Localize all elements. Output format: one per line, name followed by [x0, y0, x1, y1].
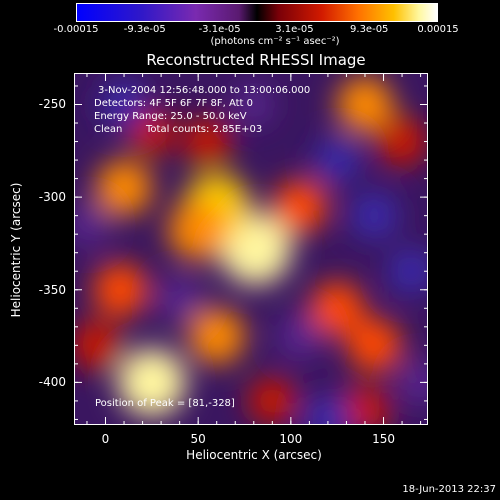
y-tick-label: -350	[38, 282, 66, 297]
emission-source	[310, 281, 365, 336]
y-tick-label: -250	[38, 97, 66, 112]
emission-source	[93, 262, 148, 317]
colorbar-tick-label: 0.00015	[417, 24, 459, 35]
emission-source	[377, 116, 428, 167]
colorbar-tick-label: -0.00015	[53, 24, 99, 35]
emission-source	[273, 179, 328, 234]
annotation-clean: Clean	[94, 124, 123, 135]
colorbar-tick-label: -3.1e-05	[198, 24, 241, 35]
emission-source	[350, 191, 399, 240]
emission-source	[234, 85, 274, 124]
emission-source	[101, 81, 148, 128]
x-tick-label: 50	[190, 432, 206, 446]
emission-source	[347, 318, 402, 373]
emission-source	[314, 137, 361, 184]
colorbar-tick-label: 3.1e-05	[275, 24, 314, 35]
x-tick-label: 150	[372, 432, 395, 446]
emission-source	[158, 277, 201, 321]
emission-source	[399, 361, 428, 404]
colorbar	[76, 3, 438, 22]
emission-source	[188, 308, 245, 365]
emission-source	[117, 348, 186, 417]
emission-source	[168, 200, 229, 261]
colorbar-tick-label: -9.3e-05	[123, 24, 166, 35]
colorbar-units: (photons cm⁻² s⁻¹ asec⁻²)	[210, 36, 340, 47]
emission-source	[339, 385, 390, 425]
colorbar-tick-label: 9.3e-05	[350, 24, 389, 35]
emission-source	[74, 320, 122, 371]
annotation-detectors: Detectors: 4F 5F 6F 7F 8F, Att 0	[94, 98, 254, 109]
y-tick-label: -300	[38, 190, 66, 205]
annotation-counts: Total counts: 2.85E+03	[146, 124, 263, 135]
emission-source	[388, 248, 428, 295]
heatmap-plot	[74, 73, 428, 425]
emission-source	[96, 159, 153, 216]
emission-source	[304, 395, 352, 425]
annotation-energy: Energy Range: 25.0 - 50.0 keV	[94, 111, 247, 122]
emission-source	[336, 76, 393, 133]
y-axis-label: Heliocentric Y (arcsec)	[9, 182, 23, 318]
emission-source	[74, 204, 108, 246]
plot-frame	[74, 73, 428, 425]
annotation-peak: Position of Peak = [81,-328]	[95, 398, 235, 409]
x-tick-label: 0	[101, 432, 110, 446]
emission-source	[183, 117, 232, 166]
annotation-time: 3-Nov-2004 12:56:48.000 to 13:00:06.000	[98, 85, 311, 96]
emission-source	[278, 313, 323, 359]
x-axis-label: Heliocentric X (arcsec)	[186, 448, 322, 462]
chart-title: Reconstructed RHESSI Image	[146, 51, 366, 69]
x-tick-label: 100	[279, 432, 303, 446]
date-stamp: 18-Jun-2013 22:37	[402, 484, 496, 495]
emission-source	[128, 109, 175, 156]
emission-source	[248, 376, 297, 425]
y-tick-label: -400	[38, 375, 66, 390]
